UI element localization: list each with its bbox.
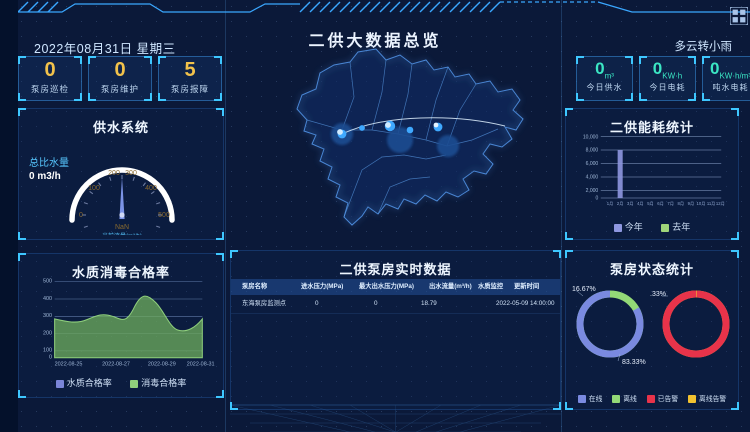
svg-text:12月: 12月 — [716, 201, 725, 207]
svg-text:500: 500 — [158, 212, 170, 219]
svg-text:0: 0 — [79, 212, 83, 219]
svg-text:2,000: 2,000 — [586, 188, 599, 194]
svg-text:4,000: 4,000 — [586, 175, 599, 181]
svg-text:10,000: 10,000 — [583, 134, 599, 140]
svg-text:2022-08-29: 2022-08-29 — [148, 362, 176, 368]
svg-text:2022-08-25: 2022-08-25 — [55, 362, 83, 368]
svg-text:2022-08-27: 2022-08-27 — [102, 362, 130, 368]
svg-text:16.67%: 16.67% — [572, 286, 596, 293]
svg-text:100: 100 — [88, 185, 100, 192]
svg-text:NaN: NaN — [115, 224, 129, 231]
svg-text:6月: 6月 — [657, 201, 664, 207]
svg-text:200: 200 — [43, 330, 52, 336]
svg-text:300: 300 — [125, 170, 137, 177]
svg-text:100: 100 — [43, 348, 52, 354]
svg-text:8,000: 8,000 — [586, 148, 599, 154]
svg-text:9月: 9月 — [688, 201, 695, 207]
svg-text:7月: 7月 — [667, 201, 674, 207]
svg-text:0: 0 — [595, 196, 598, 202]
svg-text:400: 400 — [145, 185, 157, 192]
svg-text:500: 500 — [43, 279, 52, 285]
svg-text:6,000: 6,000 — [586, 161, 599, 167]
svg-text:.33%: .33% — [650, 291, 666, 298]
svg-text:400: 400 — [43, 296, 52, 302]
svg-text:5月: 5月 — [647, 201, 654, 207]
svg-text:11月: 11月 — [707, 201, 716, 207]
svg-text:200: 200 — [108, 170, 120, 177]
svg-text:4月: 4月 — [637, 201, 644, 207]
svg-text:2022-08-31: 2022-08-31 — [187, 362, 215, 368]
svg-text:8月: 8月 — [678, 201, 685, 207]
svg-text:3月: 3月 — [627, 201, 634, 207]
svg-text:300: 300 — [43, 313, 52, 319]
svg-text:2月: 2月 — [617, 201, 624, 207]
svg-text:10月: 10月 — [697, 201, 706, 207]
svg-text:当前流量(m³/h): 当前流量(m³/h) — [102, 232, 142, 235]
svg-text:83.33%: 83.33% — [622, 359, 646, 366]
svg-text:0: 0 — [49, 355, 52, 361]
svg-text:1月: 1月 — [607, 201, 614, 207]
